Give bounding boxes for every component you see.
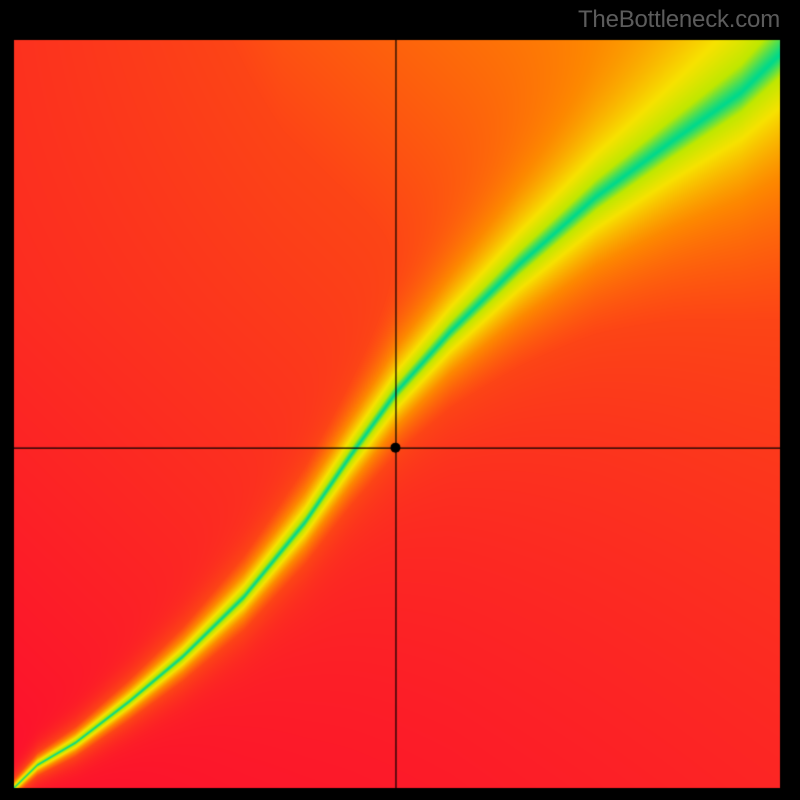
chart-container: TheBottleneck.com (0, 0, 800, 800)
bottleneck-heatmap (0, 0, 800, 800)
watermark-text: TheBottleneck.com (578, 6, 780, 34)
